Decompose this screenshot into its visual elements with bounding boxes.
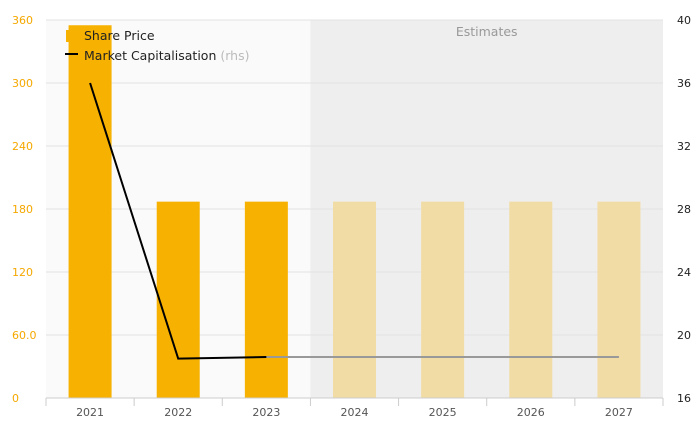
legend-label-market-cap: Market Capitalisation (rhs) bbox=[84, 48, 249, 63]
line-market-cap-actual bbox=[89, 82, 267, 360]
legend-label-market-cap-suffix: (rhs) bbox=[220, 48, 249, 63]
tick-right-label: 36 bbox=[677, 77, 691, 90]
tick-right-label: 40 bbox=[677, 14, 691, 27]
tick-x-label: 2022 bbox=[164, 406, 192, 419]
legend-label-share-price: Share Price bbox=[84, 28, 155, 43]
tick-left-label: 120 bbox=[12, 266, 33, 279]
tick-left-label: 0 bbox=[12, 392, 19, 405]
tick-x-label: 2026 bbox=[517, 406, 545, 419]
tick-right-label: 20 bbox=[677, 329, 691, 342]
estimates-label: Estimates bbox=[456, 24, 518, 39]
legend-label-market-cap-name: Market Capitalisation bbox=[84, 48, 216, 63]
tick-left-label: 240 bbox=[12, 140, 33, 153]
tick-left-label: 60.0 bbox=[12, 329, 37, 342]
left-axis: 0 60.0 120 180 240 300 360 bbox=[12, 14, 37, 405]
bar-share-price-2026 bbox=[509, 201, 553, 398]
tick-right-label: 24 bbox=[677, 266, 691, 279]
bar-share-price-2025 bbox=[421, 201, 465, 398]
right-axis: 16 20 24 28 32 36 40 bbox=[677, 14, 691, 405]
tick-right-label: 28 bbox=[677, 203, 691, 216]
bar-share-price-2027 bbox=[597, 201, 641, 398]
x-axis: 2021 2022 2023 2024 2025 2026 2027 bbox=[45, 397, 664, 419]
legend-swatch-share-price bbox=[66, 30, 75, 42]
tick-x-label: 2024 bbox=[341, 406, 369, 419]
tick-x-label: 2023 bbox=[252, 406, 280, 419]
tick-x-label: 2021 bbox=[76, 406, 104, 419]
market-cap-line bbox=[89, 82, 619, 360]
tick-left-label: 360 bbox=[12, 14, 33, 27]
bar-share-price-2021 bbox=[68, 25, 112, 398]
tick-x-label: 2025 bbox=[429, 406, 457, 419]
bar-share-price-2023 bbox=[244, 201, 288, 398]
tick-right-label: 16 bbox=[677, 392, 691, 405]
tick-x-label: 2027 bbox=[605, 406, 633, 419]
legend: Share Price Market Capitalisation (rhs) bbox=[65, 28, 249, 63]
bars bbox=[68, 25, 641, 398]
tick-left-label: 300 bbox=[12, 77, 33, 90]
tick-right-label: 32 bbox=[677, 140, 691, 153]
bar-share-price-2022 bbox=[156, 201, 200, 398]
bar-share-price-2024 bbox=[333, 201, 376, 398]
tick-left-label: 180 bbox=[12, 203, 33, 216]
